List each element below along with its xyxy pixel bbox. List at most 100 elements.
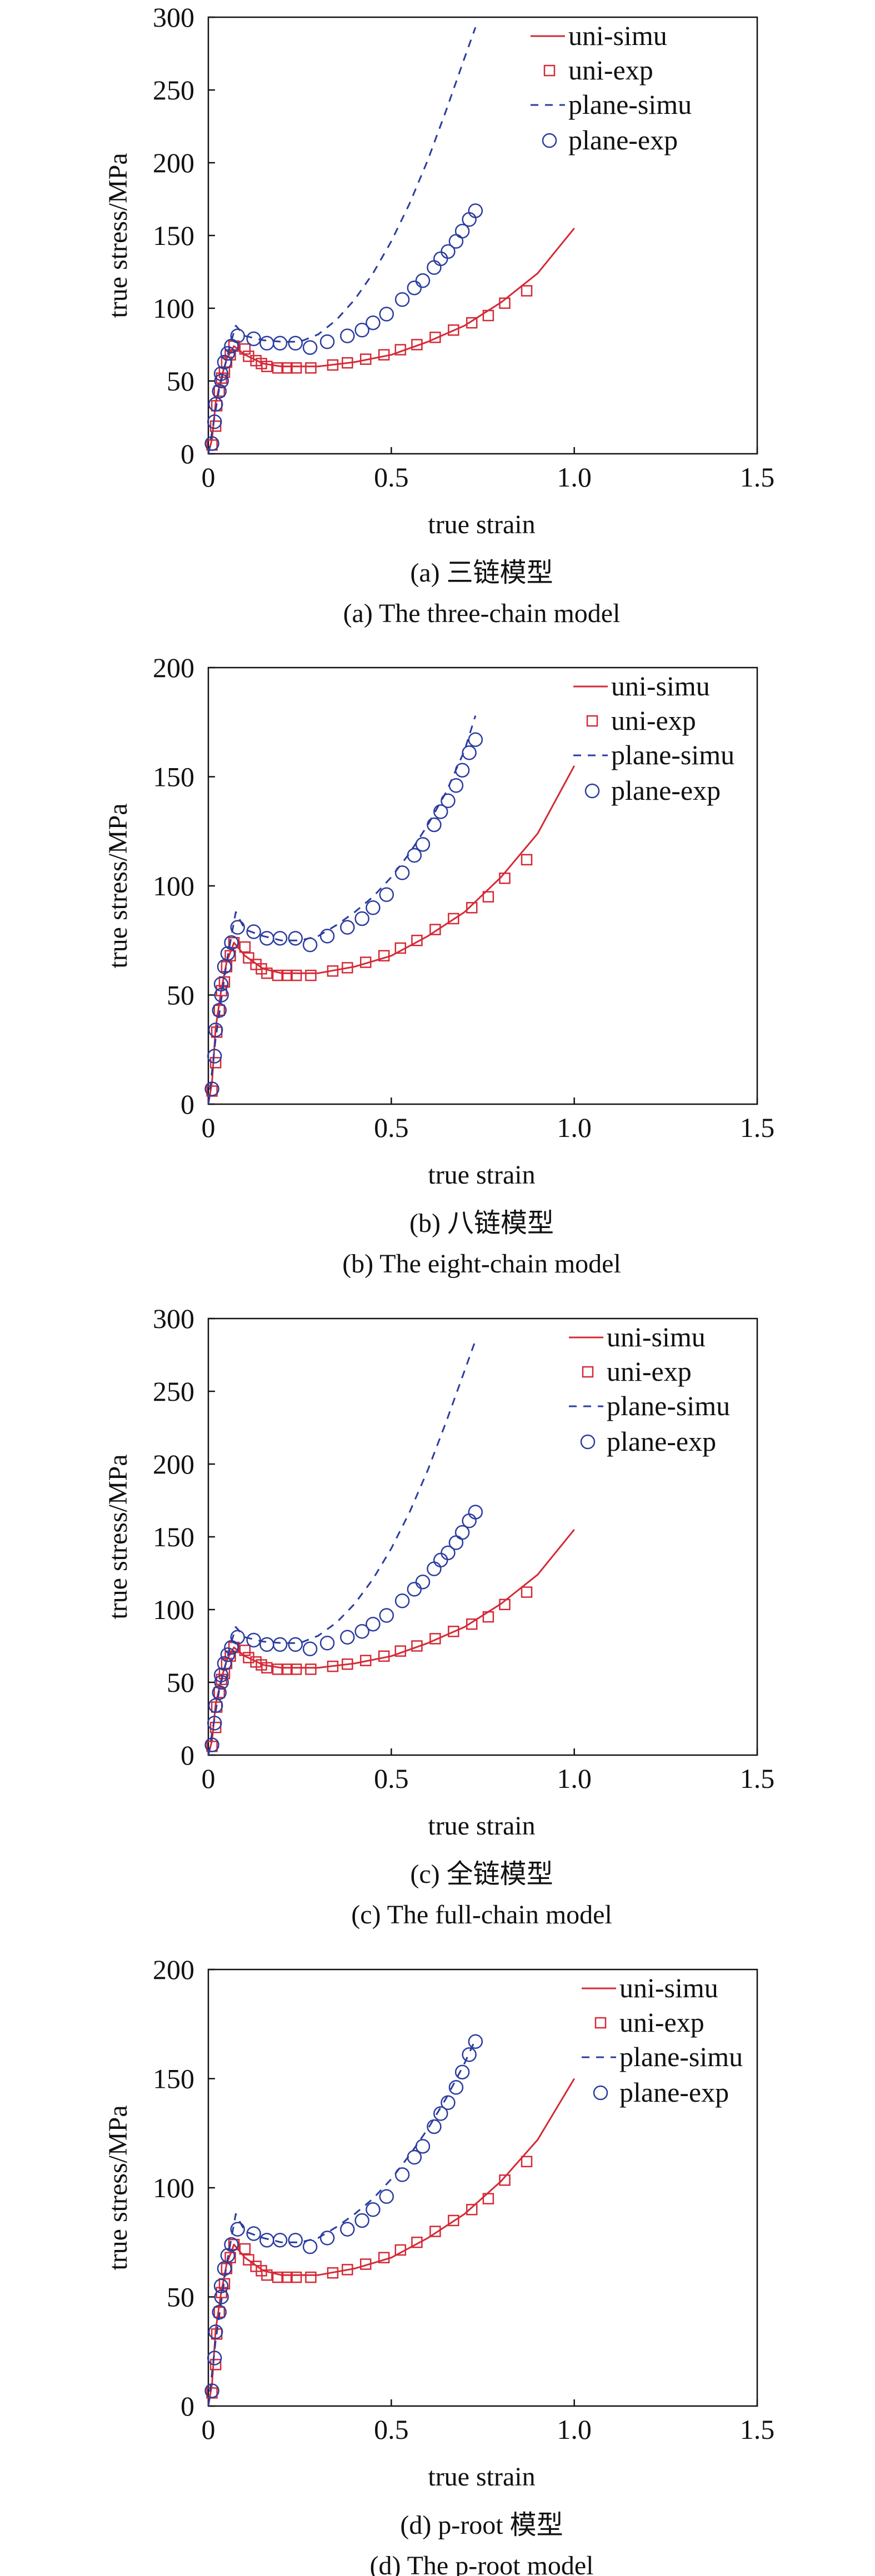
caption-english: (d) The p-root model xyxy=(369,2551,593,2576)
plane-exp-point xyxy=(407,280,422,295)
x-tick-label: 0 xyxy=(202,462,216,493)
plane-exp-point xyxy=(224,935,239,950)
plane-exp-point xyxy=(207,414,222,429)
plane-exp-point xyxy=(212,1685,227,1700)
plane-simu-line xyxy=(207,2039,477,2407)
plane-exp-point xyxy=(288,1637,303,1652)
plane-exp-point xyxy=(302,2239,318,2254)
legend-label: uni-exp xyxy=(619,2007,704,2038)
plane-exp-point xyxy=(259,2233,274,2248)
plane-exp-point xyxy=(394,865,410,880)
legend-swatch-uni-exp xyxy=(586,715,598,727)
legend-label: plane-exp xyxy=(619,2077,729,2108)
plane-exp-point xyxy=(448,234,464,249)
uni-exp-point xyxy=(466,1618,478,1630)
plane-exp-point xyxy=(213,1667,229,1683)
x-tick-label: 1.5 xyxy=(740,1112,775,1143)
plane-exp-point xyxy=(407,1582,422,1597)
plane-exp-point xyxy=(379,2189,394,2204)
plane-exp-point xyxy=(468,203,483,218)
uni-exp-point xyxy=(213,1687,226,1698)
plane-exp-point xyxy=(407,848,422,863)
plane-exp-point xyxy=(379,307,394,322)
plane-exp-point xyxy=(204,436,219,451)
uni-exp-point xyxy=(394,942,407,954)
uni-exp-point xyxy=(499,1598,511,1611)
legend-swatch-uni-exp xyxy=(543,64,556,77)
y-tick-label: 50 xyxy=(167,365,194,397)
x-axis-label: true strain xyxy=(428,2462,535,2492)
legend-swatch-uni-exp xyxy=(582,1366,594,1378)
uni-exp-point xyxy=(290,969,302,981)
x-axis-label: true strain xyxy=(428,1160,535,1190)
plane-exp-point xyxy=(454,1525,470,1540)
uni-exp-point xyxy=(342,357,353,369)
plane-exp-point xyxy=(230,328,245,344)
y-tick-label: 100 xyxy=(153,2172,194,2203)
uni-exp-point xyxy=(209,1721,222,1733)
plane-exp-point xyxy=(213,976,229,992)
uni-exp-point xyxy=(521,2156,533,2168)
plane-exp-point xyxy=(220,2248,236,2263)
uni-exp-point xyxy=(228,936,240,949)
legend-swatch-plane-exp xyxy=(542,133,557,148)
plane-exp-point xyxy=(220,1647,236,1662)
plane-exp-point xyxy=(246,924,261,939)
plane-simu-line xyxy=(207,27,477,454)
caption-chinese: (a) 三链模型 xyxy=(410,558,553,588)
plane-exp-point xyxy=(454,763,470,778)
uni-exp-point xyxy=(411,1640,423,1652)
y-tick-label: 250 xyxy=(153,74,194,106)
legend-swatch-uni-exp xyxy=(594,2017,607,2029)
plane-exp-point xyxy=(288,931,303,946)
uni-exp-point xyxy=(272,969,284,981)
plane-exp-point xyxy=(259,931,274,946)
series-plane-simu xyxy=(207,27,477,454)
chart-panel-a: 0 50 100 150 200 250 300 0 0.5 1.0 1.5 true strain t… xyxy=(103,2,774,628)
plane-exp-point xyxy=(214,988,229,1003)
plane-exp-point xyxy=(366,900,381,915)
plane-simu-line xyxy=(207,715,477,1105)
plane-exp-point xyxy=(427,1561,442,1576)
plane-exp-point xyxy=(213,366,229,382)
uni-exp-point xyxy=(209,420,222,432)
caption-english: (c) The full-chain model xyxy=(351,1900,612,1930)
y-tick-label: 0 xyxy=(181,2390,194,2422)
uni-exp-point xyxy=(218,2278,231,2290)
x-tick-label: 1.5 xyxy=(740,462,775,493)
plane-exp-point xyxy=(468,2034,483,2049)
y-axis-label: true stress/MPa xyxy=(103,1454,133,1619)
plane-exp-point xyxy=(462,212,477,227)
plane-exp-point xyxy=(214,1675,229,1690)
y-tick-label: 100 xyxy=(153,1594,194,1625)
uni-exp-point xyxy=(499,872,511,884)
uni-exp-point xyxy=(482,2193,494,2204)
uni-exp-point xyxy=(378,349,390,361)
plane-exp-point xyxy=(212,384,227,399)
y-tick-label: 0 xyxy=(181,1740,194,1771)
plane-exp-point xyxy=(208,1698,223,1713)
plane-exp-point xyxy=(204,2383,219,2398)
uni-exp-point xyxy=(218,976,231,988)
y-tick-label: 200 xyxy=(153,652,194,683)
x-axis-label: true strain xyxy=(428,1811,535,1841)
uni-exp-point xyxy=(429,1633,441,1645)
plane-exp-point xyxy=(448,1535,464,1550)
legend-swatch-plane-exp xyxy=(593,2085,608,2101)
uni-exp-point xyxy=(228,2238,240,2251)
uni-exp-point xyxy=(342,2264,353,2276)
plane-exp-point xyxy=(230,1630,245,1645)
uni-exp-point xyxy=(394,1645,407,1657)
uni-exp-point xyxy=(327,2267,339,2279)
uni-exp-point xyxy=(261,360,273,373)
plane-exp-point xyxy=(354,1624,369,1639)
uni-simu-line xyxy=(207,2078,575,2407)
series-plane-exp xyxy=(204,732,483,1096)
uni-exp-point xyxy=(448,2214,459,2227)
plane-exp-point xyxy=(230,2222,245,2237)
chart-panel-b: 0 50 100 150 200 0 0.5 1.0 1.5 true strain true st… xyxy=(103,652,774,1279)
chart-panel-c: 0 50 100 150 200 250 300 0 0.5 1.0 1.5 true strain t… xyxy=(103,1303,774,1930)
uni-exp-point xyxy=(239,2243,251,2255)
